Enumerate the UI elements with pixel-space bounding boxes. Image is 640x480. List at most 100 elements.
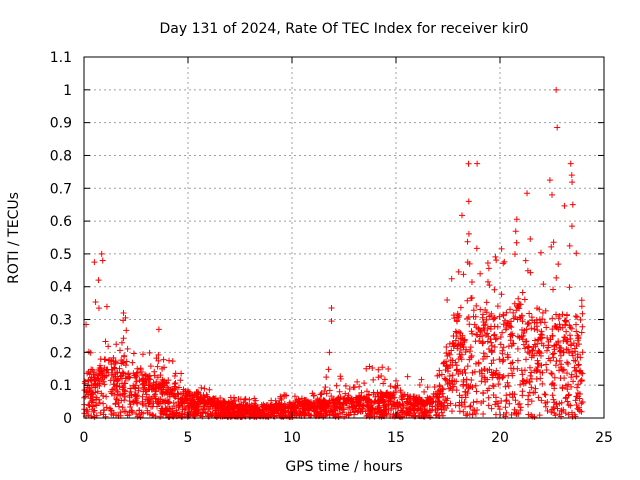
data-point [468,279,475,286]
data-point [265,408,272,415]
data-point [345,395,352,402]
data-point [171,403,178,410]
x-tick-label: 10 [283,430,301,446]
data-point [464,259,471,266]
data-point [132,372,139,379]
x-tick-label: 0 [80,430,89,446]
data-point [474,332,481,339]
data-point [496,356,503,363]
data-point [456,329,463,336]
data-point [568,341,575,348]
data-point [317,399,324,406]
data-point [456,408,463,415]
data-point [219,399,226,406]
data-point [499,329,506,336]
data-point [563,394,570,401]
data-point [519,392,526,399]
data-point [578,400,585,407]
data-point [471,407,478,414]
data-point [321,407,328,414]
data-point [500,260,507,267]
data-point [431,384,438,391]
data-point [97,362,104,369]
data-point [525,343,532,350]
data-point [139,351,146,358]
data-point [159,398,166,405]
data-point [100,378,107,385]
data-point [471,368,478,375]
data-point [136,377,143,384]
data-point [551,385,558,392]
data-point [126,412,133,419]
data-point [101,381,108,388]
data-point [568,383,575,390]
data-point [553,86,560,93]
data-point [491,343,498,350]
data-point [450,340,457,347]
data-point [355,407,362,414]
data-point [446,385,453,392]
data-point [446,380,453,387]
data-point [540,342,547,349]
data-point [370,406,377,413]
data-point [464,363,471,370]
data-point [484,278,491,285]
data-point [120,335,127,342]
data-point [342,382,349,389]
data-point [565,360,572,367]
data-point [568,223,575,230]
data-point [575,381,582,388]
data-point [249,405,256,412]
data-point [191,406,198,413]
data-point [387,383,394,390]
data-point [350,384,357,391]
data-point [563,346,570,353]
data-point [95,305,102,312]
data-point [553,311,560,318]
data-point [518,333,525,340]
data-point [454,342,461,349]
data-point [460,344,467,351]
data-point [444,402,451,409]
data-point [463,376,470,383]
data-point [307,399,314,406]
data-point [578,329,585,336]
data-point [555,338,562,345]
data-point [561,202,568,209]
data-point [212,407,219,414]
data-point [537,352,544,359]
data-point [491,323,498,330]
data-point [205,399,212,406]
data-point [120,370,127,377]
data-point [152,395,159,402]
data-point [121,353,128,360]
data-point [507,306,514,313]
data-point [114,391,121,398]
data-point [447,361,454,368]
data-point [328,318,335,325]
data-point [549,406,556,413]
data-point [159,408,166,415]
data-point [543,361,550,368]
data-point [535,394,542,401]
data-point [492,371,499,378]
data-point [278,402,285,409]
data-point [519,371,526,378]
data-point [455,268,462,275]
data-point [515,302,522,309]
data-point [296,408,303,415]
data-point [206,386,213,393]
data-point [375,398,382,405]
data-point [475,359,482,366]
data-point [286,399,293,406]
data-point [458,401,465,408]
data-point [578,303,585,310]
data-point [91,259,98,266]
data-point [404,398,411,405]
data-point [172,393,179,400]
data-point [526,364,533,371]
data-point [200,392,207,399]
data-point [522,257,529,264]
data-point [113,387,120,394]
data-point [473,245,480,252]
